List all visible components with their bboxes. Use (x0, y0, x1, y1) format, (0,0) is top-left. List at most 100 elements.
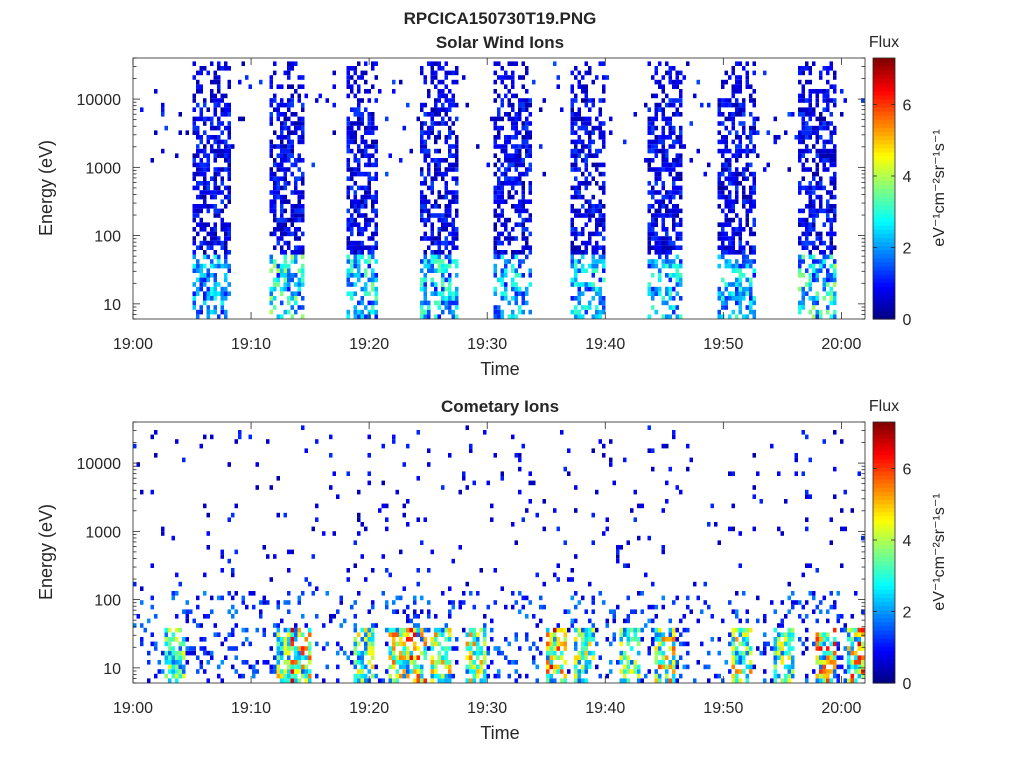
flux-cell (269, 84, 273, 89)
flux-cell (304, 646, 308, 651)
flux-cell (280, 291, 284, 296)
flux-cell (413, 632, 417, 637)
flux-cell (686, 61, 690, 66)
flux-cell (374, 148, 378, 154)
plot-frame (132, 421, 866, 684)
flux-cell (206, 70, 210, 76)
flux-cell (595, 263, 599, 269)
flux-cell (647, 162, 651, 168)
flux-cell (353, 66, 357, 71)
flux-cell (416, 430, 420, 435)
flux-cell (637, 591, 641, 596)
flux-cell (280, 213, 284, 218)
flux-cell (297, 139, 301, 145)
flux-cell (654, 650, 658, 656)
flux-cell (581, 144, 585, 149)
flux-cell (325, 641, 329, 647)
flux-cell (308, 678, 312, 683)
flux-cell (651, 190, 655, 195)
flux-cell (854, 660, 858, 665)
flux-cell (847, 664, 851, 670)
flux-cell (196, 204, 200, 209)
flux-cell (854, 627, 858, 633)
flux-cell (322, 623, 326, 628)
flux-cell (801, 107, 805, 112)
flux-cell (276, 632, 280, 637)
flux-cell (290, 291, 294, 296)
flux-cell (546, 641, 550, 647)
flux-cell (161, 526, 165, 532)
flux-cell (794, 600, 798, 605)
flux-cell (367, 453, 371, 458)
flux-cell (567, 669, 571, 674)
flux-cell (308, 646, 312, 651)
flux-cell (560, 430, 564, 435)
flux-cell (245, 604, 249, 610)
flux-cell (444, 171, 448, 177)
flux-cell (658, 678, 662, 683)
flux-cell (735, 148, 739, 154)
flux-cell (756, 618, 760, 624)
flux-cell (273, 158, 277, 163)
flux-cell (577, 673, 581, 679)
flux-cell (805, 517, 809, 522)
flux-cell (280, 208, 284, 214)
flux-cell (413, 600, 417, 605)
flux-cell (731, 125, 735, 131)
flux-cell (374, 286, 378, 292)
flux-cell (724, 199, 728, 204)
flux-cell (437, 263, 441, 269)
flux-cell (332, 70, 336, 76)
flux-cell (287, 148, 291, 154)
flux-cell (441, 116, 445, 122)
flux-cell (521, 259, 525, 264)
flux-cell (367, 646, 371, 651)
flux-cell (679, 185, 683, 191)
flux-cell (360, 300, 364, 306)
flux-cell (161, 112, 165, 117)
flux-cell (836, 673, 840, 679)
flux-cell (735, 259, 739, 264)
flux-cell (290, 627, 294, 633)
flux-cell (833, 650, 837, 656)
flux-cell (570, 148, 574, 154)
flux-cell (563, 678, 567, 683)
flux-cell (805, 144, 809, 149)
flux-cell (850, 508, 854, 513)
flux-cell (570, 245, 574, 250)
flux-cell (577, 245, 581, 250)
flux-cell (665, 148, 669, 154)
flux-cell (304, 678, 308, 683)
flux-cell (448, 148, 452, 154)
flux-cell (367, 181, 371, 186)
flux-cell (598, 439, 602, 444)
flux-cell (427, 614, 431, 619)
flux-cell (658, 627, 662, 633)
flux-cell (833, 153, 837, 158)
flux-cell (357, 273, 361, 278)
flux-cell (210, 93, 214, 99)
flux-cell (469, 632, 473, 637)
flux-cell (224, 240, 228, 246)
flux-cell (563, 627, 567, 633)
x-axis-label: Time (480, 359, 519, 379)
flux-cell (833, 158, 837, 163)
flux-cell (311, 554, 315, 559)
flux-cell (661, 655, 665, 660)
flux-cell (297, 217, 301, 223)
flux-cell (472, 641, 476, 647)
flux-cell (661, 604, 665, 610)
y-tick-label: 1000 (85, 524, 121, 541)
flux-cell (591, 512, 595, 518)
flux-cell (217, 79, 221, 85)
flux-cell (815, 300, 819, 306)
flux-cell (675, 485, 679, 490)
flux-cell (448, 296, 452, 301)
colorbar-segment (873, 638, 895, 643)
flux-cell (801, 84, 805, 89)
flux-cell (203, 669, 207, 674)
flux-cell (227, 125, 231, 131)
flux-cell (584, 678, 588, 683)
flux-cell (360, 199, 364, 204)
flux-cell (280, 217, 284, 223)
